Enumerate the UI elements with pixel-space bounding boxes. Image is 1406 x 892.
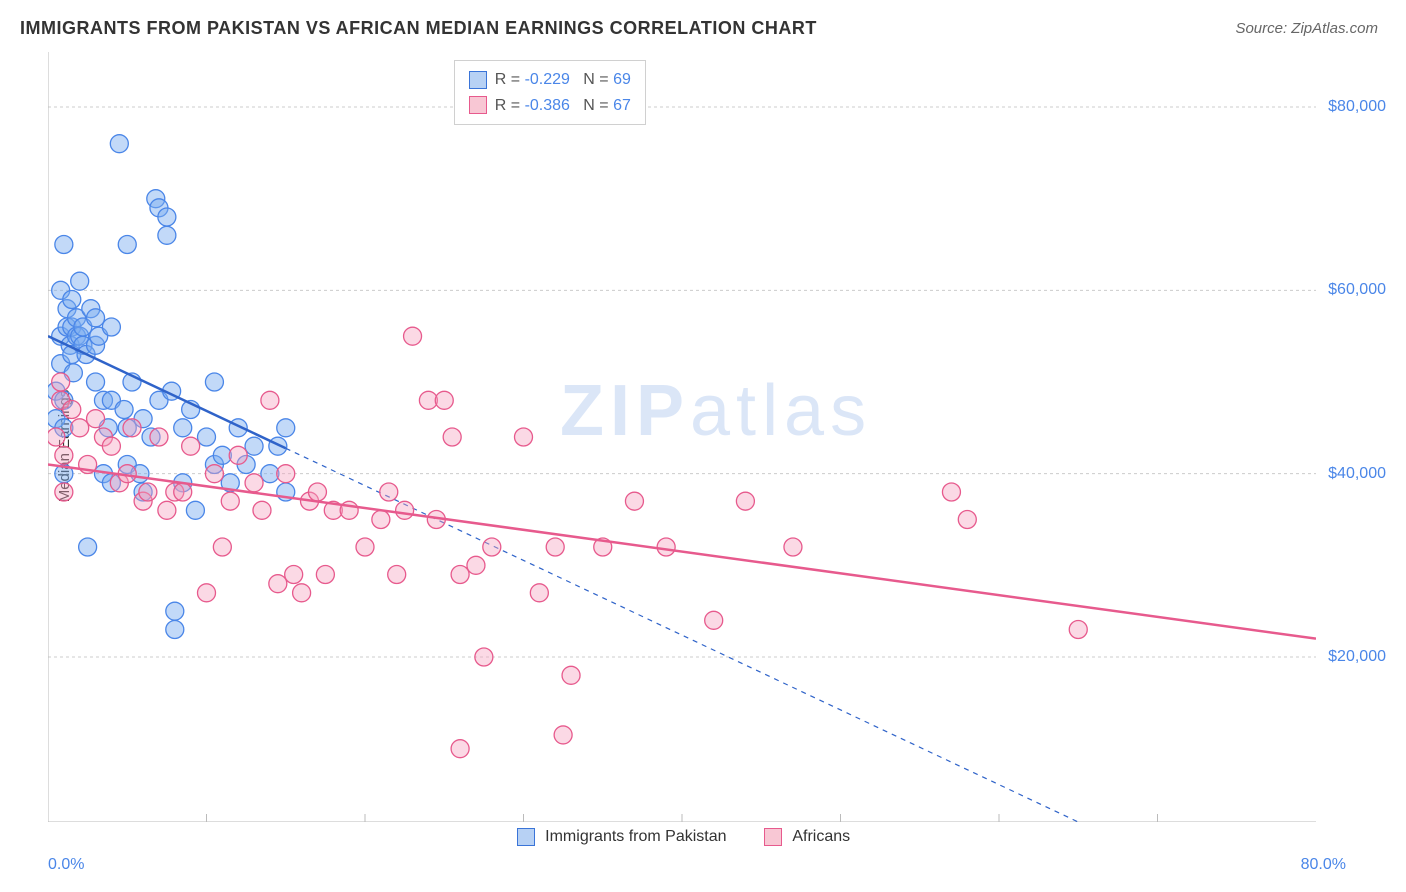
legend-row: R = -0.386 N = 67 (469, 93, 631, 119)
x-axis-min-label: 0.0% (48, 856, 84, 874)
legend-swatch (764, 828, 782, 846)
legend-label: Africans (792, 828, 850, 846)
y-tick-label: $80,000 (1328, 98, 1386, 116)
source-attribution: Source: ZipAtlas.com (1235, 20, 1378, 37)
legend-label: Immigrants from Pakistan (545, 828, 726, 846)
chart-title: IMMIGRANTS FROM PAKISTAN VS AFRICAN MEDI… (20, 18, 817, 39)
y-tick-label: $40,000 (1328, 465, 1386, 483)
y-tick-label: $20,000 (1328, 648, 1386, 666)
x-axis-max-label: 80.0% (1301, 856, 1346, 874)
y-tick-label: $60,000 (1328, 281, 1386, 299)
legend-swatch (469, 71, 487, 89)
legend-row: R = -0.229 N = 69 (469, 67, 631, 93)
legend-swatch (517, 828, 535, 846)
legend-swatch (469, 96, 487, 114)
series-legend: Immigrants from Pakistan Africans (517, 828, 850, 846)
correlation-legend: R = -0.229 N = 69R = -0.386 N = 67 (454, 60, 646, 125)
scatter-plot (48, 52, 1316, 822)
